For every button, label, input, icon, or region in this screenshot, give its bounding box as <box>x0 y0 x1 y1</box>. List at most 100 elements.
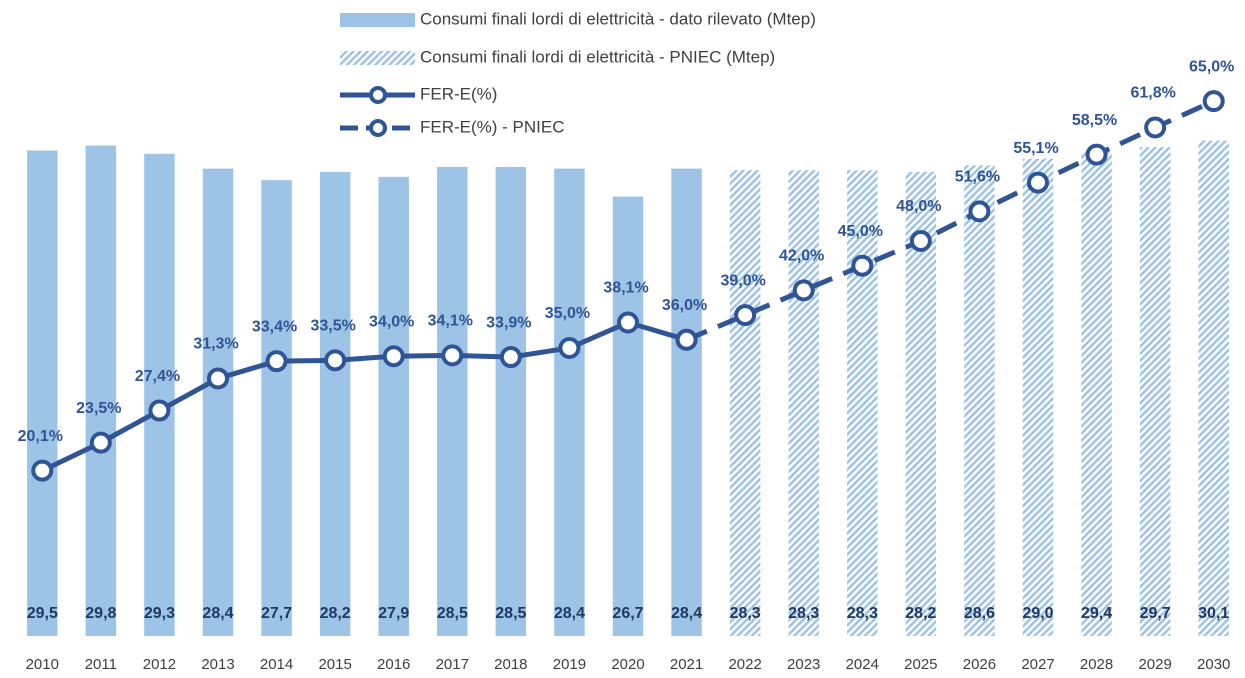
line-marker <box>792 279 815 302</box>
bar <box>788 170 819 636</box>
x-tick-label: 2017 <box>436 656 469 673</box>
line-marker <box>441 344 464 367</box>
bar <box>144 153 175 636</box>
line-value-label: 35,0% <box>545 305 590 322</box>
bar <box>1022 158 1054 636</box>
legend-label: FER-E(%) <box>420 84 497 103</box>
bar-value-label: 28,3 <box>730 605 761 622</box>
x-tick-label: 2028 <box>1080 656 1113 673</box>
x-tick-label: 2026 <box>963 656 996 673</box>
bar <box>847 170 878 636</box>
line-value-label: 33,5% <box>310 318 355 335</box>
line-value-label: 20,1% <box>18 428 63 445</box>
x-tick-label: 2022 <box>728 656 761 673</box>
bar <box>671 168 702 637</box>
bar <box>554 168 585 637</box>
bar-value-label: 29,5 <box>27 605 58 622</box>
bar-value-label: 28,4 <box>554 605 585 622</box>
x-tick-label: 2016 <box>377 656 410 673</box>
bar <box>437 166 468 636</box>
bar <box>261 180 292 636</box>
line-marker <box>382 345 405 368</box>
line-marker <box>31 459 54 482</box>
bar-value-label: 28,3 <box>847 605 878 622</box>
bar-value-label: 28,4 <box>202 605 233 622</box>
line-marker <box>148 399 171 422</box>
x-tick-label: 2010 <box>26 656 59 673</box>
bar-value-label: 28,2 <box>320 605 351 622</box>
x-tick-label: 2029 <box>1138 656 1171 673</box>
line-marker <box>617 311 639 334</box>
line-value-label: 34,0% <box>369 313 414 330</box>
bar-value-label: 27,9 <box>378 605 409 622</box>
bar-value-label: 29,3 <box>144 605 175 622</box>
bar-value-label: 28,6 <box>964 605 995 622</box>
line-value-label: 65,0% <box>1189 58 1234 75</box>
line-marker <box>1202 90 1225 113</box>
line-value-label: 38,1% <box>603 280 648 297</box>
bar-value-label: 30,1 <box>1198 605 1229 622</box>
line-value-label: 34,1% <box>428 313 473 330</box>
x-tick-label: 2023 <box>787 656 820 673</box>
bar-value-label: 29,8 <box>85 605 116 622</box>
line-value-label: 58,5% <box>1072 112 1117 129</box>
line-value-label: 51,6% <box>955 169 1000 186</box>
bar <box>378 176 409 637</box>
bar-value-label: 28,3 <box>788 605 819 622</box>
bar <box>1139 147 1171 637</box>
legend-swatch <box>340 13 415 27</box>
bar <box>612 196 644 636</box>
x-tick-label: 2019 <box>553 656 586 673</box>
bar <box>319 171 351 636</box>
line-value-label: 45,0% <box>838 223 883 240</box>
line-value-label: 61,8% <box>1130 85 1175 102</box>
line-marker <box>324 349 347 372</box>
line-value-label: 33,9% <box>486 314 531 331</box>
bar-value-label: 29,4 <box>1081 605 1112 622</box>
line-marker <box>734 304 757 327</box>
x-tick-label: 2024 <box>846 656 879 673</box>
line-value-label: 33,4% <box>252 318 297 335</box>
x-tick-label: 2030 <box>1197 656 1230 673</box>
line-marker <box>675 328 698 351</box>
bar <box>964 165 995 636</box>
line-marker <box>499 346 522 369</box>
legend-label: FER-E(%) - PNIEC <box>420 117 565 136</box>
x-tick-label: 2021 <box>670 656 703 673</box>
bar <box>729 170 761 636</box>
line-marker <box>265 350 288 373</box>
line-marker <box>207 367 229 390</box>
line-marker <box>1085 143 1108 166</box>
bar-value-label: 29,7 <box>1140 605 1171 622</box>
bar <box>85 145 117 636</box>
x-tick-label: 2018 <box>494 656 527 673</box>
x-tick-label: 2025 <box>904 656 937 673</box>
bar-value-label: 28,5 <box>495 605 526 622</box>
line-value-label: 42,0% <box>779 248 824 265</box>
x-tick-label: 2012 <box>143 656 176 673</box>
legend-swatch <box>340 51 415 65</box>
bar <box>1081 152 1112 636</box>
bar <box>27 150 58 636</box>
line <box>685 98 1215 343</box>
legend-marker <box>369 86 387 104</box>
line-marker <box>1144 116 1167 139</box>
line-value-label: 55,1% <box>1013 140 1058 157</box>
bar-value-label: 28,2 <box>905 605 936 622</box>
bar-value-label: 28,5 <box>437 605 468 622</box>
x-tick-label: 2020 <box>611 656 644 673</box>
legend-marker <box>369 119 387 137</box>
bar-value-label: 28,4 <box>671 605 702 622</box>
line-marker <box>851 254 874 277</box>
bar <box>202 168 234 637</box>
x-tick-label: 2011 <box>85 656 117 673</box>
bar-value-label: 29,0 <box>1022 605 1053 622</box>
bar <box>1198 140 1229 636</box>
bar-value-label: 26,7 <box>612 605 643 622</box>
line-value-label: 23,5% <box>76 400 121 417</box>
line-marker <box>558 337 581 359</box>
line-value-label: 48,0% <box>896 198 941 215</box>
x-tick-label: 2027 <box>1021 656 1054 673</box>
line-value-label: 39,0% <box>720 272 765 289</box>
